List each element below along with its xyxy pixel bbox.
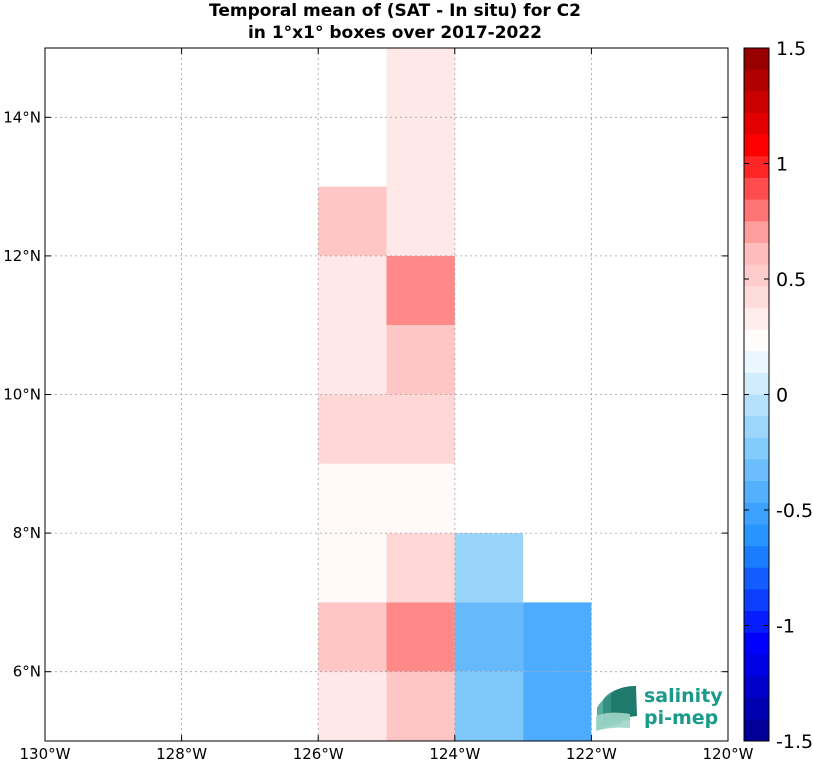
y-axis-ticks: 6°N 8°N 10°N 12°N 14°N xyxy=(3,108,728,681)
colorbar-segment-13 xyxy=(744,329,769,352)
x-axis-ticks: 130°W 128°W 126°W 124°W 122°W 120°W xyxy=(20,48,754,763)
heatmap-cell-1 xyxy=(386,117,455,187)
heatmap-cell-10 xyxy=(318,463,387,534)
y-tick-label-3: 12°N xyxy=(3,247,41,265)
colorbar-segment-21 xyxy=(744,502,769,525)
colorbar-segment-29 xyxy=(744,676,769,699)
colorbar-tick-label-5: -1 xyxy=(776,616,795,638)
colorbar-tick-label-0: 1.5 xyxy=(776,38,806,60)
colorbar-segment-31 xyxy=(744,719,769,742)
grid-lines xyxy=(45,48,728,741)
heatmap-cell-7 xyxy=(386,325,455,395)
heatmap-cell-20 xyxy=(386,671,455,741)
x-tick-label-3: 124°W xyxy=(429,745,480,763)
chart-title-line-1: Temporal mean of (SAT - In situ) for C2 xyxy=(209,1,581,21)
y-tick-label-0: 6°N xyxy=(13,663,41,681)
heatmap-cell-16 xyxy=(386,602,455,672)
heatmap-cell-15 xyxy=(318,602,387,672)
colorbar-segment-0 xyxy=(744,48,769,71)
colorbar-segment-20 xyxy=(744,481,769,504)
x-tick-label-4: 122°W xyxy=(566,745,617,763)
colorbar-segment-19 xyxy=(744,459,769,482)
colorbar-segment-15 xyxy=(744,372,769,395)
colorbar-segment-9 xyxy=(744,242,769,266)
colorbar-segment-6 xyxy=(744,177,769,201)
colorbar-segment-7 xyxy=(744,199,769,222)
heatmap-cell-22 xyxy=(523,671,592,741)
colorbar-tick-label-3: 0 xyxy=(776,385,788,407)
heatmap-cell-12 xyxy=(318,533,387,603)
colorbar-segment-16 xyxy=(744,394,769,417)
colorbar-segment-3 xyxy=(744,112,769,136)
colorbar-segment-30 xyxy=(744,697,769,720)
colorbar-segment-1 xyxy=(744,69,769,92)
wave-logo-icon xyxy=(596,686,637,731)
colorbar-segment-23 xyxy=(744,546,769,569)
colorbar-segment-24 xyxy=(744,567,769,590)
heatmap-cell-2 xyxy=(386,186,455,256)
heatmap-cells xyxy=(318,48,592,741)
colorbar-segment-22 xyxy=(744,524,769,547)
colorbar-segment-10 xyxy=(744,264,769,287)
heatmap-cell-5 xyxy=(386,255,455,326)
x-tick-label-0: 130°W xyxy=(20,745,71,763)
y-tick-label-4: 14°N xyxy=(3,108,41,126)
heatmap-cell-6 xyxy=(318,325,387,395)
colorbar-segment-26 xyxy=(744,611,769,634)
heatmap-cell-3 xyxy=(318,186,387,256)
plot-area: 130°W 128°W 126°W 124°W 122°W 120°W 6°N 8°N 10°… xyxy=(3,47,754,763)
colorbar-tick-label-2: 0.5 xyxy=(776,269,806,291)
heatmap-cell-17 xyxy=(454,602,524,672)
y-tick-label-1: 8°N xyxy=(13,524,41,542)
colorbar-segment-11 xyxy=(744,286,769,309)
x-tick-label-5: 120°W xyxy=(703,745,754,763)
heatmap-cell-0 xyxy=(386,48,455,118)
heatmap-cell-8 xyxy=(318,394,387,464)
chart-title-line-2: in 1°x1° boxes over 2017-2022 xyxy=(248,23,542,43)
colorbar-segment-17 xyxy=(744,416,769,439)
colorbar-segment-2 xyxy=(744,91,769,114)
heatmap-cell-18 xyxy=(523,602,592,672)
heatmap-cell-14 xyxy=(454,533,524,603)
x-tick-label-2: 126°W xyxy=(293,745,344,763)
x-tick-label-1: 128°W xyxy=(156,745,207,763)
heatmap-cell-19 xyxy=(318,671,387,741)
logo-text-salinity: salinity xyxy=(644,685,723,707)
colorbar-tick-label-4: -0.5 xyxy=(776,500,813,522)
colorbar-segment-12 xyxy=(744,307,769,331)
y-tick-label-2: 10°N xyxy=(3,386,41,404)
colorbar-segment-28 xyxy=(744,654,769,677)
logo-text-pi-mep: pi-mep xyxy=(644,707,718,729)
colorbar-tick-label-6: -1.5 xyxy=(776,731,813,753)
heatmap-cell-11 xyxy=(386,463,455,534)
colorbar-segment-25 xyxy=(744,589,769,612)
colorbar-segment-18 xyxy=(744,437,769,460)
salinity-pi-mep-logo: salinity pi-mep xyxy=(596,685,723,731)
heatmap-cell-4 xyxy=(318,255,387,326)
colorbar: 1.5 1 0.5 0 -0.5 -1 -1.5 xyxy=(743,38,813,753)
colorbar-segment-4 xyxy=(744,134,769,157)
heatmap-cell-9 xyxy=(386,394,455,464)
colorbar-segment-14 xyxy=(744,351,769,374)
colorbar-segment-5 xyxy=(744,156,769,179)
colorbar-segment-27 xyxy=(744,632,769,655)
colorbar-tick-label-1: 1 xyxy=(776,154,788,176)
heatmap-cell-13 xyxy=(386,533,455,603)
colorbar-segment-8 xyxy=(744,221,769,244)
heatmap-cell-21 xyxy=(454,671,524,741)
